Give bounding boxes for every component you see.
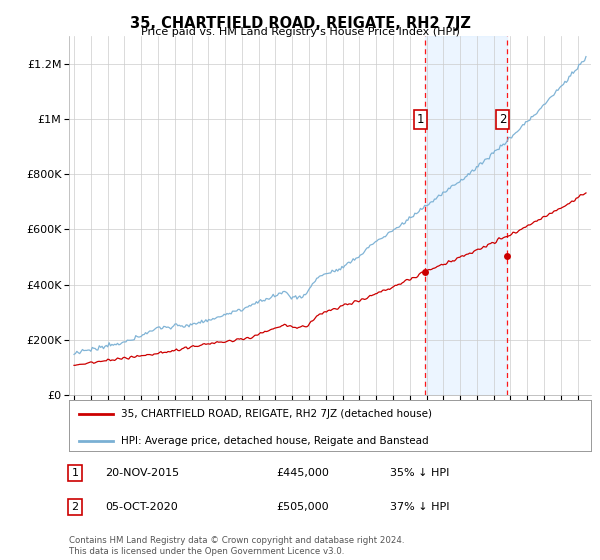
Text: Contains HM Land Registry data © Crown copyright and database right 2024.
This d: Contains HM Land Registry data © Crown c… (69, 536, 404, 556)
Text: 20-NOV-2015: 20-NOV-2015 (105, 468, 179, 478)
Text: £505,000: £505,000 (276, 502, 329, 512)
Bar (425, 36, 507, 395)
Text: 35% ↓ HPI: 35% ↓ HPI (390, 468, 449, 478)
Text: 2: 2 (499, 113, 506, 125)
Text: HPI: Average price, detached house, Reigate and Banstead: HPI: Average price, detached house, Reig… (121, 436, 429, 446)
Text: 35, CHARTFIELD ROAD, REIGATE, RH2 7JZ: 35, CHARTFIELD ROAD, REIGATE, RH2 7JZ (130, 16, 470, 31)
Text: £445,000: £445,000 (276, 468, 329, 478)
Text: 1: 1 (416, 113, 424, 125)
Text: Price paid vs. HM Land Registry's House Price Index (HPI): Price paid vs. HM Land Registry's House … (140, 27, 460, 37)
Text: 1: 1 (71, 468, 79, 478)
Text: 2: 2 (71, 502, 79, 512)
Text: 05-OCT-2020: 05-OCT-2020 (105, 502, 178, 512)
Text: 37% ↓ HPI: 37% ↓ HPI (390, 502, 449, 512)
Text: 35, CHARTFIELD ROAD, REIGATE, RH2 7JZ (detached house): 35, CHARTFIELD ROAD, REIGATE, RH2 7JZ (d… (121, 409, 432, 419)
